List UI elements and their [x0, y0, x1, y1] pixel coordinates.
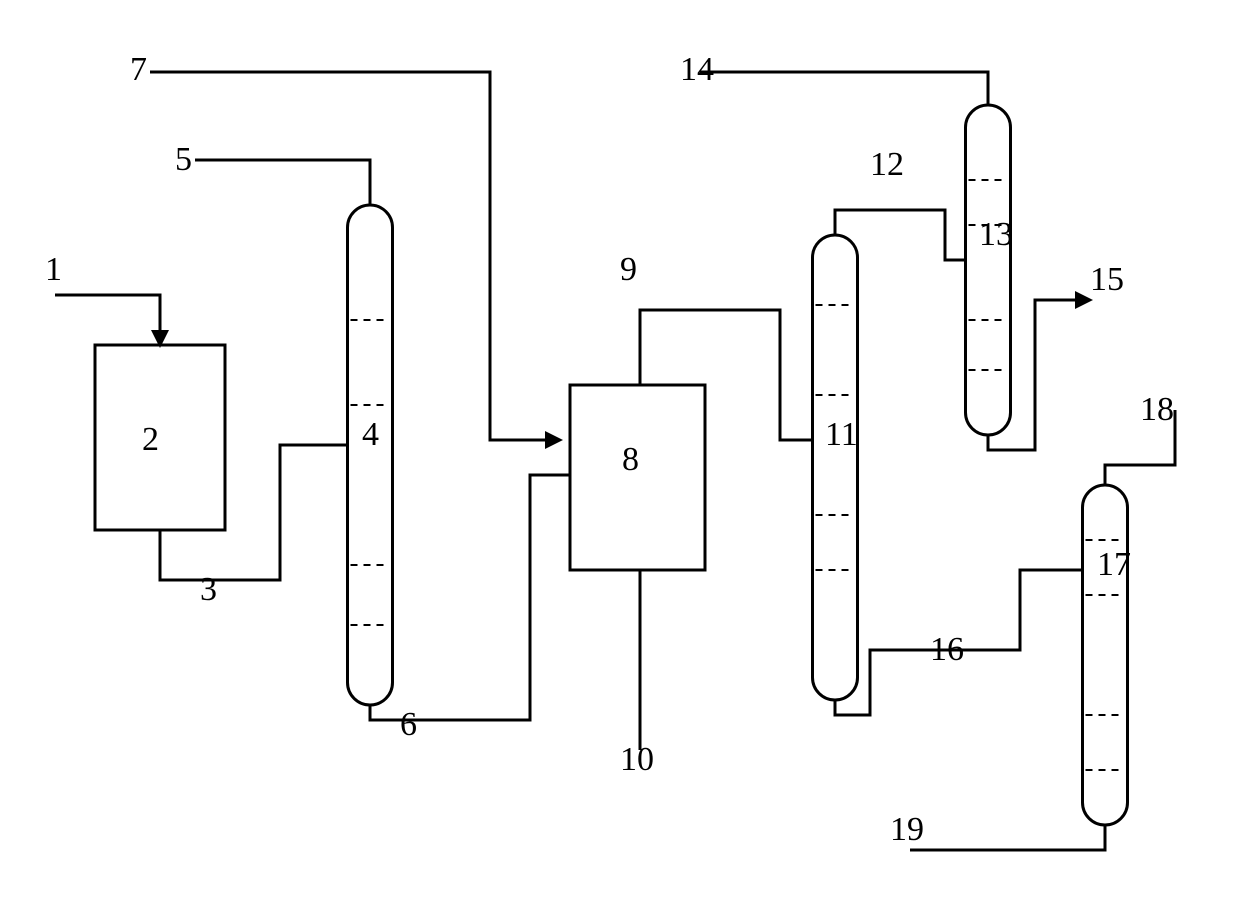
- label-10: 10: [620, 741, 654, 778]
- label-4: 4: [362, 416, 379, 453]
- label-17: 17: [1097, 546, 1131, 583]
- label-15: 15: [1090, 261, 1124, 298]
- label-7: 7: [130, 51, 147, 88]
- label-5: 5: [175, 141, 192, 178]
- label-12: 12: [870, 146, 904, 183]
- label-1: 1: [45, 251, 62, 288]
- label-6: 6: [400, 706, 417, 743]
- label-18: 18: [1140, 391, 1174, 428]
- label-9: 9: [620, 251, 637, 288]
- label-14: 14: [680, 51, 714, 88]
- label-16: 16: [930, 631, 964, 668]
- unit-box2: [95, 345, 225, 530]
- label-8: 8: [622, 441, 639, 478]
- label-2: 2: [142, 421, 159, 458]
- label-11: 11: [825, 416, 858, 453]
- label-19: 19: [890, 811, 924, 848]
- label-3: 3: [200, 571, 217, 608]
- label-13: 13: [979, 216, 1013, 253]
